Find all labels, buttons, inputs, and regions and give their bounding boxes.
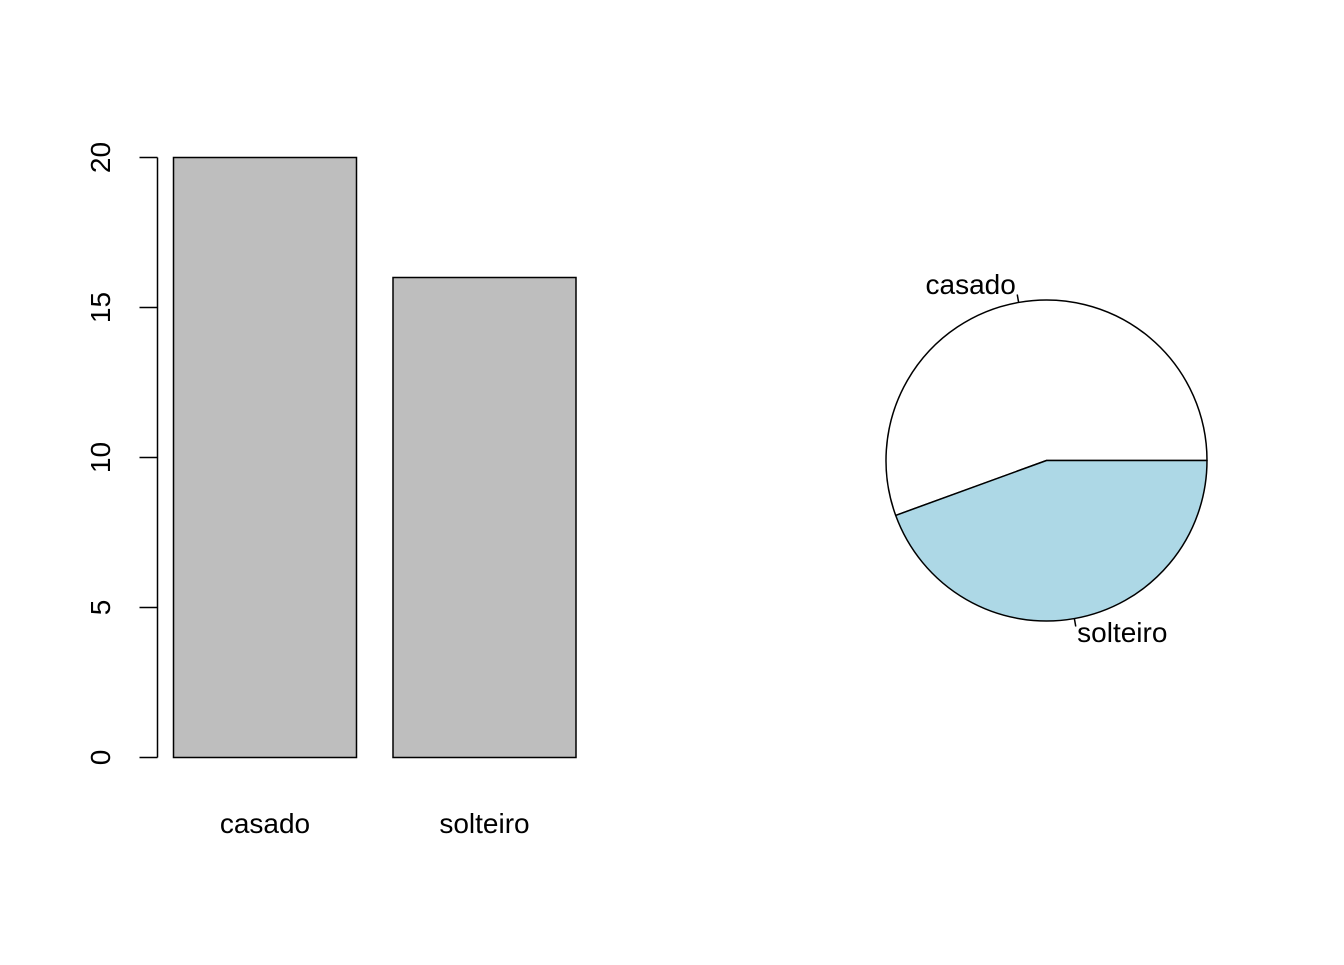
x-category-label: casado: [220, 808, 310, 839]
pie-slice-label: solteiro: [1077, 617, 1167, 648]
y-tick-label: 10: [85, 442, 116, 473]
y-tick-label: 15: [85, 292, 116, 323]
x-category-label: solteiro: [439, 808, 529, 839]
pie-slice: [894, 459, 1208, 622]
bar: [392, 276, 577, 759]
pie-label-leader: [1016, 294, 1020, 303]
bar-chart: 0 5 10 15 20 casado solteiro: [85, 142, 577, 839]
y-tick-label: 5: [85, 600, 116, 616]
pie-slice: [885, 299, 1208, 517]
bar: [172, 156, 358, 759]
pie-slice-label: casado: [926, 269, 1016, 300]
pie-chart: casado solteiro: [885, 269, 1208, 648]
y-tick-label: 20: [85, 142, 116, 173]
y-tick-label: 0: [85, 750, 116, 766]
pie-label-leader: [1073, 618, 1077, 627]
